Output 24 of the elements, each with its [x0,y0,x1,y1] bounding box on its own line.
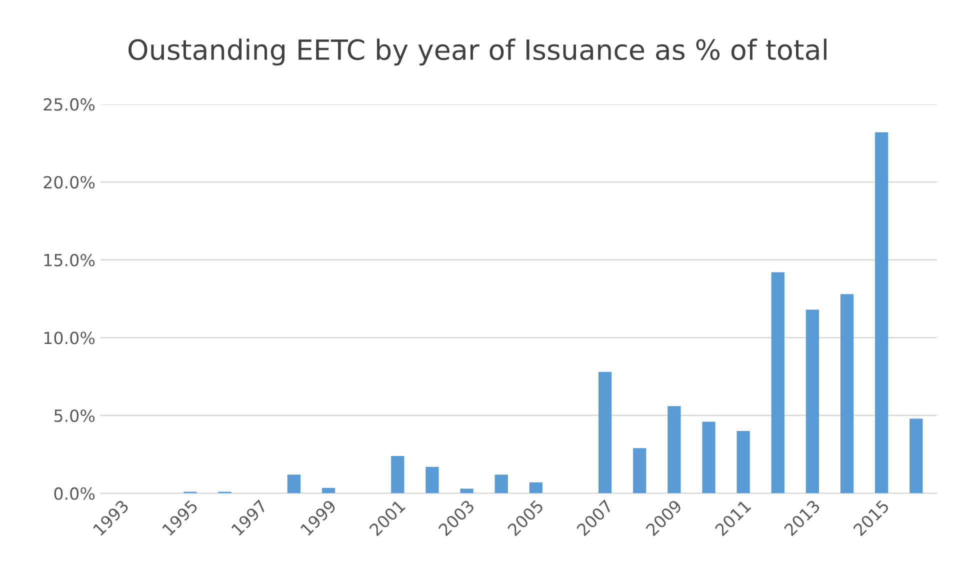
y-tick-label: 0.0% [54,487,95,500]
bar [910,418,923,494]
y-tick-label: 15.0% [44,254,95,266]
y-tick-label: 25.0% [44,98,95,111]
bar [460,488,474,494]
bar [426,466,439,494]
y-tick-label: 10.0% [44,332,95,344]
bar [771,272,784,494]
y-tick-label: 20.0% [44,176,95,189]
bar [598,372,612,494]
bar [494,474,508,494]
bar [529,482,542,494]
bar [633,448,646,494]
bar [702,422,716,494]
bar [840,294,854,494]
bar [668,406,681,494]
bar [736,431,750,494]
bar [391,456,404,494]
y-tick-label: 5.0% [54,409,95,422]
bar [806,310,820,494]
bar [875,132,888,494]
bar [287,474,301,494]
chart-title: Oustanding EETC by year of Issuance as % of total [128,38,826,66]
bar [322,488,336,494]
